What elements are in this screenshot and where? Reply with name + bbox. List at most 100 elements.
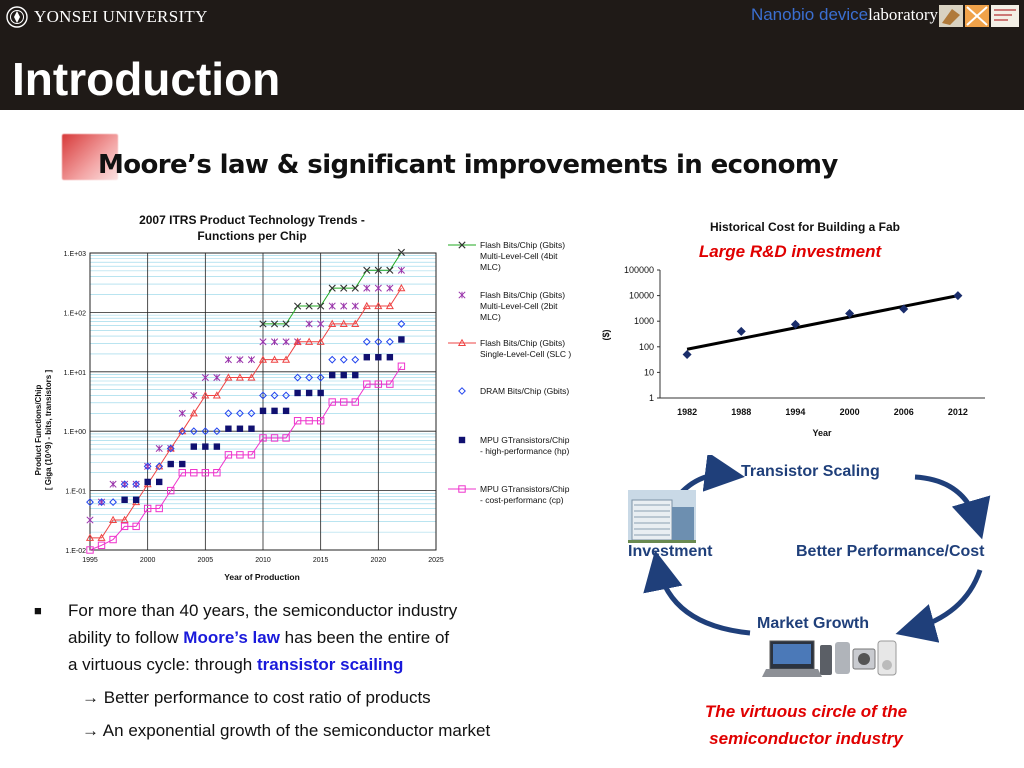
itrs-point <box>294 389 301 397</box>
itrs-point <box>397 320 406 328</box>
fab-y-tick-label: 100 <box>639 342 654 352</box>
itrs-point <box>363 284 371 292</box>
itrs-point <box>458 436 466 444</box>
itrs-x-tick-label: 2000 <box>140 557 156 564</box>
itrs-point <box>282 407 290 415</box>
fab-point <box>845 308 855 318</box>
itrs-point <box>317 389 324 397</box>
itrs-point <box>363 380 371 388</box>
itrs-point <box>374 337 383 346</box>
right-arrow-icon: → <box>82 688 104 707</box>
itrs-x-tick-label: 1995 <box>82 557 98 564</box>
itrs-point <box>317 302 325 310</box>
itrs-point <box>236 425 244 432</box>
itrs-chart-title-line1: 2007 ITRS Product Technology Trends - <box>139 213 365 227</box>
bullet-text-2a: ability to follow <box>68 628 184 647</box>
itrs-point <box>259 434 267 442</box>
itrs-point <box>97 533 106 541</box>
cycle-transistor-scaling: Transistor Scaling <box>741 463 880 480</box>
fab-point <box>790 319 800 329</box>
itrs-point <box>385 337 394 346</box>
itrs-point <box>109 535 117 544</box>
itrs-series-4 <box>121 336 405 504</box>
university-logo: YONSEI UNIVERSITY <box>6 4 208 30</box>
cycle-arrow-bottom-right <box>895 569 983 643</box>
itrs-point <box>385 301 394 310</box>
itrs-point <box>247 409 256 418</box>
fab-point <box>953 291 963 301</box>
university-name: YONSEI UNIVERSITY <box>34 7 208 26</box>
itrs-point <box>144 462 152 470</box>
cycle-caption: The virtuous circle of the semiconductor… <box>676 698 936 752</box>
itrs-point <box>120 522 129 531</box>
itrs-point <box>236 409 244 418</box>
itrs-point <box>270 338 279 346</box>
itrs-point <box>189 427 198 436</box>
itrs-point <box>259 407 267 415</box>
fab-y-tick-label: 100000 <box>624 265 654 275</box>
itrs-point <box>224 451 233 459</box>
sub-bullet-1: → Better performance to cost ratio of pr… <box>34 684 624 711</box>
itrs-chart: 2007 ITRS Product Technology Trends - Fu… <box>34 213 571 582</box>
itrs-point <box>156 478 163 486</box>
transistor-scaling-highlight: transistor scailing <box>256 655 404 674</box>
itrs-point <box>224 373 233 381</box>
itrs-point <box>282 355 291 363</box>
itrs-series-1 <box>86 266 405 524</box>
itrs-point <box>259 338 267 346</box>
itrs-point <box>143 462 152 471</box>
itrs-point <box>374 266 382 274</box>
itrs-point <box>386 284 394 292</box>
cycle-arrow-bottom-left <box>643 550 751 636</box>
itrs-point <box>351 302 359 310</box>
section-subtitle: Moore’s law & significant improvements i… <box>98 150 838 180</box>
page-title: Introduction <box>12 53 281 105</box>
itrs-point <box>282 338 290 346</box>
itrs-point <box>305 373 314 382</box>
bullet-main-line3: a virtuous cycle: through transistor sca… <box>68 651 624 678</box>
itrs-point <box>144 478 151 486</box>
itrs-series-line <box>89 365 402 551</box>
rd-investment-annotation: Large R&D investment <box>698 242 882 261</box>
itrs-legend-label: Multi-Level-Cell (4bit <box>480 251 558 261</box>
itrs-point <box>270 391 279 400</box>
itrs-point <box>328 302 336 310</box>
itrs-series-0 <box>259 248 405 328</box>
itrs-point <box>109 480 117 488</box>
itrs-series-5 <box>86 362 406 554</box>
itrs-point <box>85 533 95 541</box>
itrs-point <box>178 409 186 417</box>
itrs-point <box>294 302 302 310</box>
itrs-point <box>305 417 313 425</box>
itrs-point <box>109 515 118 524</box>
itrs-plot-frame <box>89 252 437 551</box>
fab-x-tick-label: 1994 <box>785 407 805 417</box>
itrs-point <box>201 427 210 436</box>
itrs-point <box>305 389 313 397</box>
bullet-list: ■ For more than 40 years, the semiconduc… <box>34 597 624 744</box>
itrs-point <box>397 266 405 274</box>
itrs-point <box>97 498 106 507</box>
itrs-point <box>247 356 256 364</box>
itrs-point <box>340 284 348 292</box>
itrs-point <box>397 248 405 256</box>
itrs-point <box>386 354 394 361</box>
fab-y-tick-label: 1000 <box>634 316 654 326</box>
itrs-x-axis-label: Year of Production <box>224 572 300 582</box>
itrs-point <box>247 451 256 459</box>
itrs-point <box>397 362 406 370</box>
itrs-point <box>398 336 405 343</box>
itrs-y-axis-label-1: Product Functions/Chip <box>34 385 43 476</box>
itrs-point <box>259 391 267 400</box>
fab-x-tick-label: 2006 <box>894 407 914 417</box>
itrs-point <box>305 320 313 328</box>
itrs-point <box>340 371 347 379</box>
fab-x-tick-label: 1982 <box>677 407 697 417</box>
itrs-point <box>121 496 128 504</box>
itrs-point <box>178 469 186 477</box>
itrs-point <box>236 451 244 459</box>
itrs-x-tick-label: 2010 <box>255 557 271 564</box>
itrs-point <box>132 522 140 531</box>
itrs-point <box>259 320 267 328</box>
itrs-point <box>121 480 129 488</box>
